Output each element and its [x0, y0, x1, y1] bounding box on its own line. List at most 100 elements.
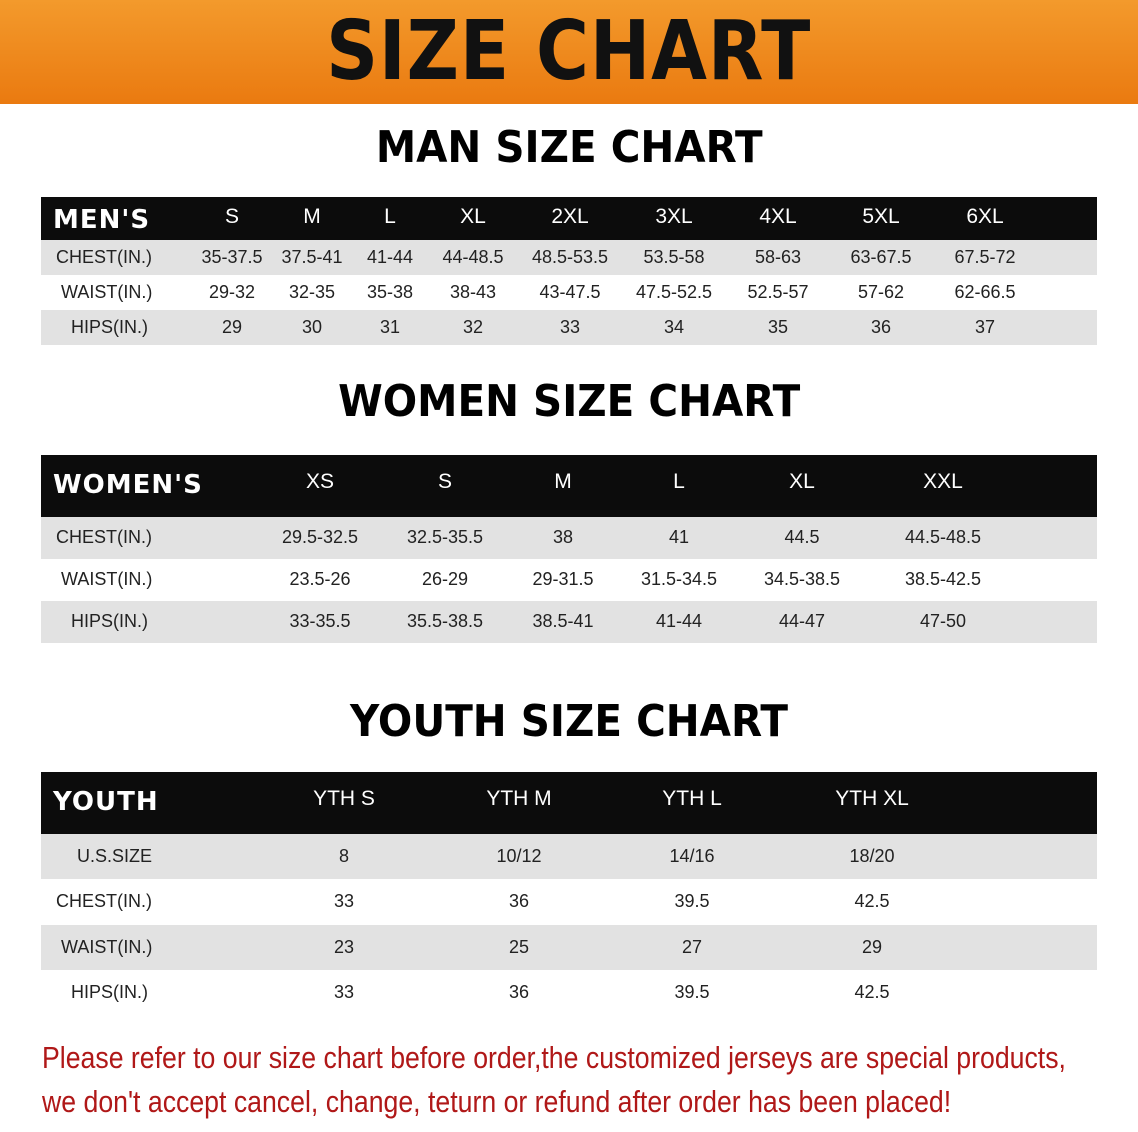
- row-label: WAIST(IN.): [61, 937, 153, 957]
- youth-title-text: YOUTH SIZE CHART: [350, 696, 788, 747]
- table-cell: 25: [508, 937, 530, 957]
- table-row: WAIST(IN.) 23.5-26 26-29 29-31.5 31.5-34.5 34…: [41, 559, 1097, 601]
- row-label: HIPS(IN.): [71, 982, 149, 1002]
- table-cell: 58-63: [754, 247, 802, 267]
- row-label: U.S.SIZE: [77, 846, 153, 866]
- men-title-text: MAN SIZE CHART: [375, 122, 763, 173]
- size-column-header: YTH XL: [835, 787, 909, 810]
- size-column-header: 3XL: [655, 205, 693, 228]
- table-cell: 29: [861, 937, 883, 957]
- table-cell: 10/12: [496, 846, 542, 866]
- table-cell: 29.5-32.5: [281, 527, 359, 547]
- men-section-title: MAN SIZE CHART: [0, 122, 1138, 173]
- table-cell: 33-35.5: [289, 611, 351, 631]
- table-cell: 35-37.5: [201, 247, 263, 267]
- table-cell: 14/16: [669, 846, 715, 866]
- table-row: CHEST(IN.) 35-37.5 37.5-41 41-44 44-48.5 48.5…: [41, 240, 1097, 275]
- note-line-1: Please refer to our size chart before or…: [42, 1040, 1066, 1075]
- table-cell: 41-44: [366, 247, 414, 267]
- size-column-header: XXL: [923, 470, 963, 493]
- table-cell: 34: [663, 317, 685, 337]
- table-cell: 36: [508, 982, 530, 1002]
- table-cell: 33: [559, 317, 581, 337]
- table-cell: 44-47: [778, 611, 826, 631]
- table-row: CHEST(IN.) 29.5-32.5 32.5-35.5 38 41 44.5 44.5…: [41, 517, 1097, 559]
- row-label: HIPS(IN.): [71, 317, 149, 337]
- table-cell: 30: [301, 317, 323, 337]
- table-cell: 38.5-41: [532, 611, 594, 631]
- table-row: CHEST(IN.) 33 36 39.5 42.5: [41, 879, 1097, 925]
- table-cell: 33: [333, 891, 355, 911]
- size-column-header: YTH M: [486, 787, 552, 810]
- table-cell: 32.5-35.5: [406, 527, 484, 547]
- row-label: CHEST(IN.): [56, 247, 152, 267]
- table-cell: 39.5: [674, 891, 710, 911]
- table-cell: 53.5-58: [643, 247, 705, 267]
- table-row: HIPS(IN.) 33-35.5 35.5-38.5 38.5-41 41-44 44-…: [41, 601, 1097, 643]
- table-cell: 44.5-48.5: [904, 527, 982, 547]
- row-label: WAIST(IN.): [61, 569, 153, 589]
- table-cell: 44.5: [784, 527, 820, 547]
- row-label: CHEST(IN.): [56, 527, 152, 547]
- table-cell: 27: [681, 937, 703, 957]
- table-cell: 29: [221, 317, 243, 337]
- table-cell: 35: [767, 317, 789, 337]
- women-section-title: WOMEN SIZE CHART: [0, 376, 1138, 427]
- table-cell: 29-31.5: [532, 569, 594, 589]
- size-column-header: 2XL: [551, 205, 589, 228]
- size-chart-banner: SIZE CHART: [0, 0, 1138, 104]
- table-cell: 36: [870, 317, 892, 337]
- table-row: HIPS(IN.) 29 30 31 32 33 34 35 36 37: [41, 310, 1097, 345]
- table-cell: 62-66.5: [954, 282, 1016, 302]
- table-cell: 44-48.5: [442, 247, 504, 267]
- table-cell: 42.5: [854, 891, 890, 911]
- row-label: WAIST(IN.): [61, 282, 153, 302]
- size-column-header: L: [673, 470, 685, 493]
- size-column-header: S: [437, 470, 453, 493]
- row-label: CHEST(IN.): [56, 891, 152, 911]
- table-cell: 43-47.5: [539, 282, 601, 302]
- table-cell: 33: [333, 982, 355, 1002]
- table-cell: 39.5: [674, 982, 710, 1002]
- size-column-header: XL: [789, 470, 815, 493]
- order-policy-note: Please refer to our size chart before or…: [42, 1036, 1066, 1124]
- table-cell: 48.5-53.5: [531, 247, 609, 267]
- table-cell: 47-50: [919, 611, 967, 631]
- table-cell: 38-43: [449, 282, 497, 302]
- row-label: YOUTH: [53, 787, 159, 817]
- table-cell: 38: [552, 527, 574, 547]
- banner-title: SIZE CHART: [326, 4, 812, 99]
- table-cell: 41: [668, 527, 690, 547]
- note-line-2: we don't accept cancel, change, teturn o…: [42, 1084, 952, 1119]
- table-cell: 38.5-42.5: [904, 569, 982, 589]
- size-column-header: S: [224, 205, 240, 228]
- table-cell: 32: [462, 317, 484, 337]
- table-cell: 36: [508, 891, 530, 911]
- size-column-header: M: [554, 470, 572, 493]
- table-cell: 26-29: [421, 569, 469, 589]
- table-cell: 8: [338, 846, 350, 866]
- table-cell: 35.5-38.5: [406, 611, 484, 631]
- table-header-row: YOUTH YTH S YTH M YTH L YTH XL: [41, 772, 1097, 834]
- row-label: WOMEN'S: [53, 470, 203, 500]
- table-cell: 35-38: [366, 282, 414, 302]
- table-cell: 23: [333, 937, 355, 957]
- table-header-row: WOMEN'S XS S M L XL XXL: [41, 455, 1097, 517]
- table-row: U.S.SIZE 8 10/12 14/16 18/20: [41, 834, 1097, 879]
- size-column-header: 6XL: [966, 205, 1004, 228]
- table-cell: 41-44: [655, 611, 703, 631]
- table-cell: 29-32: [208, 282, 256, 302]
- size-column-header: YTH S: [313, 787, 375, 810]
- table-cell: 67.5-72: [954, 247, 1016, 267]
- table-row: WAIST(IN.) 23 25 27 29: [41, 925, 1097, 970]
- row-label: HIPS(IN.): [71, 611, 149, 631]
- table-cell: 37: [974, 317, 996, 337]
- table-cell: 31.5-34.5: [640, 569, 718, 589]
- table-cell: 42.5: [854, 982, 890, 1002]
- size-column-header: M: [303, 205, 321, 228]
- table-cell: 23.5-26: [289, 569, 351, 589]
- table-cell: 63-67.5: [850, 247, 912, 267]
- table-header-row: MEN'S S M L XL 2XL 3XL 4XL 5XL 6XL: [41, 197, 1097, 240]
- table-row: WAIST(IN.) 29-32 32-35 35-38 38-43 43-47.5 47.…: [41, 275, 1097, 310]
- table-cell: 47.5-52.5: [635, 282, 713, 302]
